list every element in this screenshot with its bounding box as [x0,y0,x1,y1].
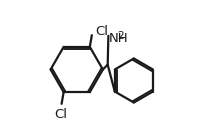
Text: NH: NH [109,32,129,45]
Text: 2: 2 [118,31,124,41]
Text: Cl: Cl [54,108,67,121]
Text: Cl: Cl [95,25,108,38]
